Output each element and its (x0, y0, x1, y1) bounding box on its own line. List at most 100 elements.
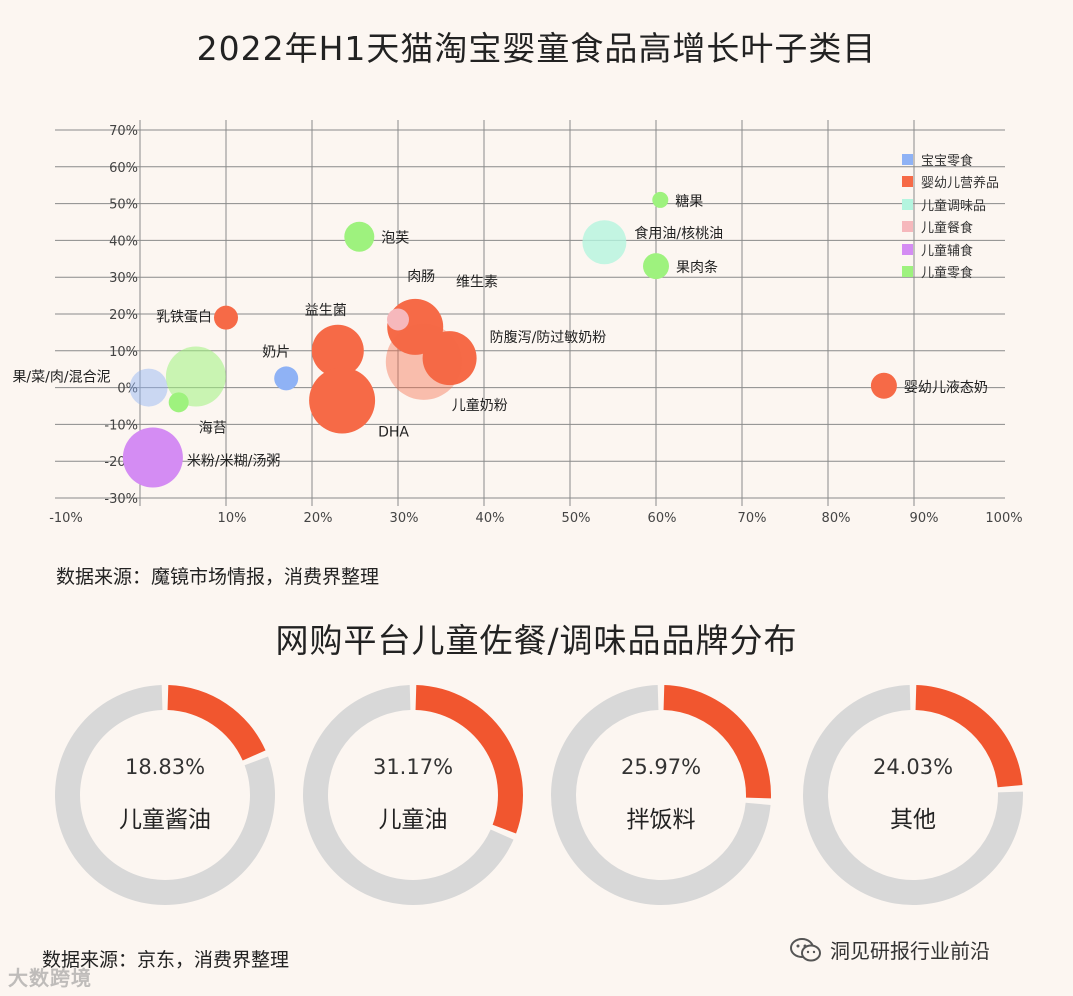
donut-label: 儿童油 (378, 807, 448, 833)
x-tick-label: 60% (648, 511, 677, 526)
bubble-point (870, 372, 897, 399)
donut-value: 31.17% (372, 755, 454, 779)
bubble-label: 泡芙 (381, 230, 409, 247)
donut-chart-rice-topping: 25.97% 拌饭料 (548, 682, 774, 908)
legend-swatch (902, 221, 913, 233)
chart-legend: 宝宝零食婴幼儿营养品 儿童调味品儿童餐食儿童辅食儿童零食 (902, 148, 999, 283)
bubble-label: 糖果 (675, 194, 703, 210)
bubble-point (344, 221, 375, 252)
footer-brand: 洞见研报行业前沿 (790, 935, 990, 964)
bubble-label: 米粉/米糊/汤粥 (187, 453, 280, 470)
y-tick-label: 40% (109, 234, 138, 249)
bubble-point (309, 367, 376, 434)
wechat-icon (790, 937, 821, 961)
bubble-point (385, 323, 462, 400)
footer-brand-text: 洞见研报行业前沿 (830, 939, 990, 963)
x-tick-label: -10% (49, 511, 83, 526)
legend-label: 儿童餐食 (921, 221, 974, 237)
bubble-point (122, 427, 183, 488)
x-tick-label: 30% (390, 511, 419, 526)
legend-item: 儿童调味品 (902, 193, 999, 216)
x-tick-label: 20% (304, 511, 333, 526)
legend-swatch (902, 176, 913, 188)
bubble-point (129, 368, 168, 407)
bubble-label: 食用油/核桃油 (634, 225, 723, 242)
donut-label: 拌饭料 (626, 807, 696, 833)
bubble-label: 儿童奶粉 (452, 397, 508, 414)
bubble-point (214, 305, 238, 330)
donut-ring (302, 685, 523, 905)
donut-ring (803, 685, 1023, 905)
bubble-label: 奶片 (262, 344, 290, 360)
bubble-label: 防腹泻/防过敏奶粉 (490, 329, 607, 346)
data-source-note-1: 数据来源：魔镜市场情报，消费界整理 (56, 566, 380, 588)
bubble-chart: 70%60%50%40%30%20%10%0%-10%-20%-30%-10% 1… (12, 120, 1023, 526)
legend-swatch (902, 243, 913, 255)
donut-chart-other: 24.03% 其他 (800, 682, 1026, 908)
y-tick-label: 10% (109, 345, 138, 360)
y-tick-label: 30% (109, 271, 138, 286)
bubble-chart-title: 2022年H1天猫淘宝婴童食品高增长叶子类目 (196, 29, 877, 68)
bubble-label: 维生素 (456, 275, 498, 291)
legend-swatch (902, 198, 913, 210)
bubble-label: DHA (378, 424, 409, 440)
legend-item: 婴幼儿营养品 (902, 171, 999, 194)
y-tick-label: -10% (104, 418, 138, 433)
x-tick-label: 90% (910, 511, 939, 526)
y-tick-label: 70% (109, 124, 138, 139)
bubble-point (311, 324, 364, 377)
donut-chart-oil: 31.17% 儿童油 (300, 682, 526, 908)
donut-value: 25.97% (620, 755, 702, 779)
bubble-point (274, 366, 299, 391)
legend-item: 儿童零食 (902, 261, 999, 284)
x-tick-label: 50% (562, 511, 591, 526)
bubble-point (582, 220, 627, 265)
legend-label: 婴幼儿营养品 (921, 176, 1000, 192)
x-tick-label: 40% (476, 511, 505, 526)
donut-value: 18.83% (124, 755, 206, 779)
y-tick-label: 60% (109, 161, 138, 176)
legend-label: 儿童辅食 (921, 243, 974, 259)
y-tick-label: 20% (109, 308, 138, 323)
donut-value: 24.03% (872, 755, 954, 779)
x-tick-label: 80% (822, 511, 851, 526)
x-tick-label: 70% (738, 511, 767, 526)
legend-item: 宝宝零食 (902, 148, 999, 171)
legend-label: 儿童零食 (921, 266, 974, 282)
legend-swatch (902, 266, 913, 278)
data-source-note-2: 数据来源：京东，消费界整理 (42, 949, 290, 971)
legend-item: 儿童辅食 (902, 238, 999, 261)
bubble-label: 婴幼儿液态奶 (904, 380, 988, 396)
bubble-label: 海苔 (199, 419, 227, 436)
legend-item: 儿童餐食 (902, 216, 999, 239)
bubble-point (652, 191, 669, 208)
donut-value-segment (915, 685, 1023, 788)
y-tick-label: 50% (109, 198, 138, 213)
bubble-label: 肉肠 (407, 269, 435, 285)
bubble-label: 果/菜/肉/混合泥 (12, 370, 110, 386)
bubble-label: 乳铁蛋白 (156, 310, 212, 326)
donut-label: 儿童酱油 (119, 807, 211, 833)
bubble-point (422, 331, 477, 386)
donut-value-segment (415, 685, 523, 834)
donut-value-segment (167, 685, 266, 761)
bubble-label: 益生菌 (305, 303, 347, 319)
donut-chart-soy-sauce: 18.83% 儿童酱油 (52, 682, 278, 908)
y-tick-label: -30% (104, 492, 138, 507)
bubble-point (387, 308, 409, 331)
donut-ring (55, 685, 275, 905)
donut-label: 其他 (890, 807, 936, 833)
y-tick-label: 0% (117, 382, 138, 397)
bubble-label: 果肉条 (676, 259, 718, 276)
bubble-point (643, 253, 669, 280)
legend-swatch (902, 153, 913, 165)
legend-label: 宝宝零食 (921, 153, 974, 169)
donut-section-title: 网购平台儿童佐餐/调味品品牌分布 (275, 621, 798, 660)
watermark: 大数跨境 (8, 966, 92, 990)
x-tick-label: 10% (218, 511, 247, 526)
x-tick-label: 100% (985, 511, 1022, 526)
donut-value-segment (663, 685, 771, 799)
legend-label: 儿童调味品 (921, 198, 987, 214)
bubble-point (165, 346, 226, 407)
donut-ring (551, 685, 771, 905)
